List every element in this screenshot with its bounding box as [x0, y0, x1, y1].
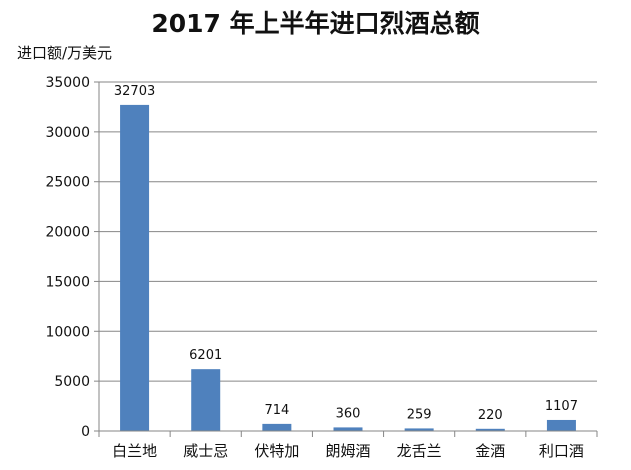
bar	[262, 423, 292, 431]
y-tick-label: 10000	[45, 324, 90, 340]
x-category-label: 金酒	[475, 442, 505, 460]
y-tick-label: 15000	[45, 274, 90, 290]
data-label: 360	[336, 406, 361, 421]
data-label: 32703	[114, 84, 155, 99]
x-category-label: 白兰地	[112, 442, 157, 460]
data-labels: 32703 6201 714 360 259 220 1107	[114, 84, 578, 423]
bar	[404, 428, 434, 431]
y-axis-label: 进口额/万美元	[17, 44, 113, 62]
y-tick-label: 5000	[54, 374, 90, 390]
y-tick-label: 0	[81, 424, 90, 440]
x-category-label: 朗姆酒	[325, 442, 370, 460]
y-tick-label: 35000	[45, 75, 90, 91]
bar	[475, 428, 505, 431]
data-label: 220	[478, 408, 503, 423]
x-category-label: 利口酒	[539, 442, 584, 460]
chart-title: 2017 年上半年进口烈酒总额	[151, 9, 480, 38]
axes	[98, 82, 598, 437]
x-category-label: 龙舌兰	[397, 442, 442, 460]
data-label: 259	[407, 407, 432, 422]
bars	[120, 104, 576, 432]
x-category-label: 伏特加	[254, 442, 299, 460]
data-label: 714	[264, 403, 289, 418]
bar	[333, 427, 363, 431]
y-axis-ticks: 0 5000 10000 15000 20000 25000 30000 35000	[45, 75, 99, 440]
gridlines	[99, 81, 597, 382]
bar	[191, 369, 221, 431]
y-tick-label: 25000	[45, 175, 90, 191]
bar	[120, 104, 150, 432]
y-tick-label: 20000	[45, 225, 90, 241]
data-label: 1107	[545, 399, 578, 414]
y-tick-label: 30000	[45, 125, 90, 141]
bar	[546, 419, 576, 431]
x-category-label: 威士忌	[183, 442, 228, 460]
x-axis-categories: 白兰地 威士忌 伏特加 朗姆酒 龙舌兰 金酒 利口酒	[112, 442, 584, 460]
data-label: 6201	[189, 348, 222, 363]
